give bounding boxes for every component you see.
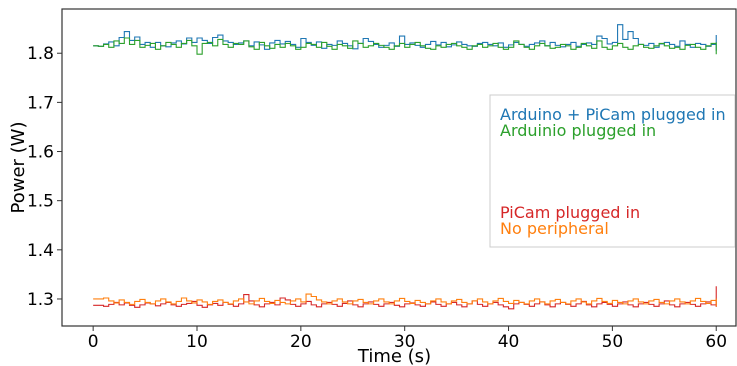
y-tick-label: 1.3 <box>27 290 54 310</box>
series-line-1 <box>93 37 717 55</box>
ticks-layer: 0 10 20 30 40 50 60 1.3 1.4 1.5 1.6 1.7 1.8 <box>27 44 727 352</box>
series-layer <box>93 24 717 310</box>
x-tick-label: 40 <box>498 332 520 352</box>
x-tick-label: 30 <box>394 332 416 352</box>
x-axis-label: Time (s) <box>357 346 431 366</box>
series-line-3 <box>93 293 717 307</box>
x-tick-label: 60 <box>705 332 727 352</box>
plot-frame <box>61 8 737 327</box>
legend-entry-1: Arduinio plugged in <box>500 121 656 140</box>
y-axis-label: Power (W) <box>8 122 29 214</box>
legend-box <box>489 94 736 248</box>
y-tick-label: 1.8 <box>27 44 54 64</box>
y-tick-label: 1.6 <box>27 143 54 163</box>
legend-entry-3: No peripheral <box>500 219 609 238</box>
legend-entry-2: PiCam plugged in <box>500 203 640 222</box>
y-tick-label: 1.7 <box>27 93 54 113</box>
y-tick-label: 1.5 <box>27 192 54 212</box>
legend-entry-0: Arduino + PiCam plugged in <box>500 105 726 124</box>
x-tick-label: 0 <box>88 332 99 352</box>
x-tick-label: 20 <box>290 332 312 352</box>
x-tick-label: 10 <box>186 332 208 352</box>
x-tick-label: 50 <box>602 332 624 352</box>
y-tick-label: 1.4 <box>27 241 54 261</box>
